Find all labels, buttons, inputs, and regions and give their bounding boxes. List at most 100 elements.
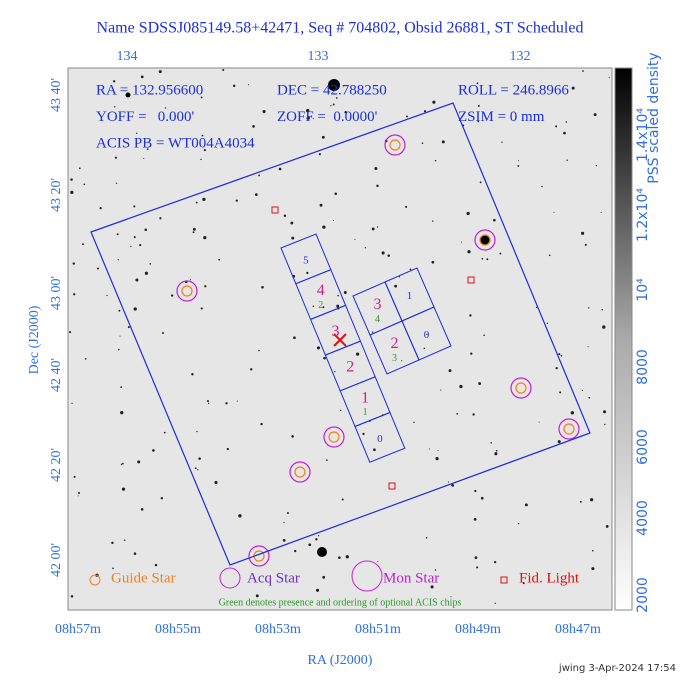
star (192, 227, 196, 231)
star (332, 219, 334, 221)
star (235, 199, 238, 202)
ra-tick-label: 08h57m (55, 622, 101, 637)
star (247, 84, 250, 86)
note: Green denotes presence and ordering of o… (219, 597, 462, 608)
star (587, 307, 590, 309)
star (579, 500, 582, 503)
star (203, 236, 207, 240)
star (201, 134, 204, 137)
star (84, 357, 87, 360)
acq-star (289, 461, 311, 483)
star (477, 104, 480, 107)
star (114, 106, 116, 108)
star (130, 245, 132, 248)
star (70, 190, 74, 194)
star (255, 594, 259, 598)
star (354, 238, 356, 240)
star (336, 304, 340, 308)
star (117, 259, 119, 261)
star (460, 241, 462, 243)
star (335, 97, 338, 99)
star (517, 165, 520, 167)
chip-label: 2 (391, 335, 399, 352)
star (106, 294, 108, 297)
star (432, 220, 434, 222)
star (476, 566, 479, 569)
legend-label: Fid. Light (519, 570, 580, 586)
chips (280, 233, 452, 463)
top-tick-label: 132 (510, 49, 531, 64)
star (371, 331, 374, 333)
star (197, 469, 199, 471)
star (425, 537, 428, 539)
colorbar-label: 1.4x10⁴ (635, 108, 651, 162)
star (432, 100, 436, 104)
star (371, 227, 375, 231)
chip (354, 411, 406, 463)
chip (401, 306, 452, 361)
info-text: YOFF = 0.000' (96, 109, 195, 125)
star (605, 525, 609, 528)
star (192, 231, 195, 234)
star (114, 156, 118, 159)
star (480, 496, 484, 500)
guide-star (389, 139, 401, 151)
colorbar-label: 2000 (635, 577, 651, 613)
star (541, 185, 543, 188)
star (517, 522, 520, 525)
colorbar-label: 4000 (635, 500, 651, 536)
star (143, 158, 145, 160)
star (254, 193, 258, 197)
star (121, 487, 126, 491)
star (604, 423, 606, 426)
star (398, 276, 401, 278)
dec-tick-label: 43 40' (49, 78, 64, 112)
colorbar-label: 1.2x10⁴ (635, 188, 651, 242)
star (318, 535, 320, 537)
star (252, 125, 255, 128)
star (387, 254, 391, 257)
colorbar-label: 6000 (635, 429, 651, 465)
chip-order: 2 (318, 300, 323, 311)
star (581, 389, 584, 392)
star (472, 413, 475, 416)
top-tick-label: 133 (308, 49, 329, 64)
star (294, 549, 297, 553)
star (429, 448, 431, 450)
star (207, 402, 210, 404)
star (122, 462, 124, 465)
star (451, 483, 455, 487)
legend-label: Guide Star (111, 570, 176, 586)
star (334, 371, 336, 373)
star (312, 117, 314, 120)
star (345, 555, 349, 559)
star (501, 141, 503, 143)
star (405, 205, 408, 208)
star (322, 225, 326, 229)
chip-label: 1 (407, 290, 413, 302)
star (119, 335, 121, 337)
star (602, 325, 606, 329)
star (293, 336, 296, 340)
star (146, 148, 149, 151)
ra-tick-label: 08h51m (355, 622, 401, 637)
star (152, 449, 155, 452)
star (260, 422, 263, 426)
star (323, 356, 326, 360)
star (459, 384, 463, 389)
star (524, 503, 528, 507)
star (430, 585, 434, 589)
star (591, 567, 595, 571)
legend-guide (89, 574, 101, 586)
bright-star (328, 79, 340, 91)
star (316, 346, 321, 350)
star (77, 495, 79, 497)
star (473, 517, 477, 521)
ra-tick-label: 08h53m (255, 622, 301, 637)
star (326, 459, 328, 461)
star (159, 217, 162, 220)
legend-label: Acq Star (247, 570, 300, 586)
star (291, 236, 295, 240)
